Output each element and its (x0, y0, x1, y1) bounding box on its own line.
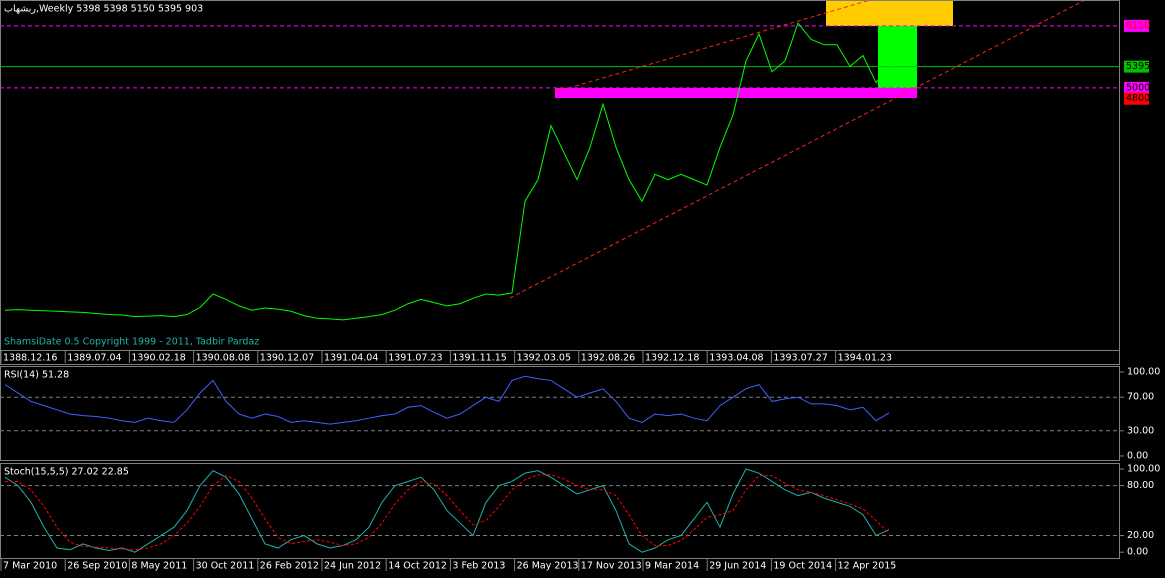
y-tick-label: 100.00 (1127, 463, 1160, 474)
date-label: 8 May 2011 (131, 561, 187, 572)
date-label: 24 Jun 2012 (324, 561, 381, 572)
date-label: 1392.08.26 (581, 353, 635, 364)
date-label: 12 Apr 2015 (838, 561, 897, 572)
date-label: 19 Oct 2014 (773, 561, 832, 572)
level-label-bg (1124, 60, 1149, 73)
date-label: 26 Feb 2012 (260, 561, 319, 572)
stoch-frame (0, 463, 1120, 559)
rsi-title: RSI(14) 51.28 (4, 370, 69, 381)
date-label: 1394.01.23 (838, 353, 892, 364)
date-label: 1391.11.15 (452, 353, 506, 364)
level-label-bg (1124, 92, 1149, 105)
level-label-bg (1124, 19, 1149, 32)
level-label-bg (1124, 81, 1149, 94)
date-label: 29 Jun 2014 (709, 561, 766, 572)
y-tick-label: 0.00 (1127, 450, 1148, 461)
date-label: 1390.08.08 (196, 353, 250, 364)
date-label: 14 Oct 2012 (388, 561, 447, 572)
date-label: 1393.07.27 (773, 353, 827, 364)
y-tick-label: 80.00 (1127, 480, 1154, 491)
y-tick-label: 70.00 (1127, 392, 1154, 403)
date-label: 26 Sep 2010 (67, 561, 127, 572)
level-label: 4800 (1126, 93, 1150, 104)
y-tick-label: 20.00 (1127, 530, 1154, 541)
y-tick-label: 0.00 (1127, 547, 1148, 558)
series-line (4, 375, 890, 425)
level-label: 5000 (1126, 82, 1150, 93)
level-label: 6150 (1126, 20, 1150, 31)
trendline-lower (509, 0, 1086, 299)
stoch-title: Stoch(15,5,5) 27.02 22.85 (4, 467, 129, 478)
rsi-frame (0, 366, 1120, 461)
date-label: 1389.07.04 (67, 353, 121, 364)
date-label: 1388.12.16 (3, 353, 57, 364)
y-tick-label: 30.00 (1127, 425, 1154, 436)
series-line (4, 468, 890, 553)
date-label: 1390.12.07 (260, 353, 314, 364)
zone-magenta (555, 88, 917, 98)
main-frame (0, 0, 1120, 365)
level-label: 5395 (1126, 61, 1150, 72)
date-label: 17 Nov 2013 (581, 561, 642, 572)
date-label: 1390.02.18 (131, 353, 185, 364)
zone-yellow (826, 0, 953, 26)
date-label: 9 Mar 2014 (645, 561, 699, 572)
main-title: ربشهاب,Weekly 5398 5398 5150 5395 903 (4, 4, 203, 15)
zone-green (878, 26, 917, 88)
date-label: 30 Oct 2011 (196, 561, 255, 572)
y-tick-label: 100.00 (1127, 367, 1160, 378)
date-label: 1393.04.08 (709, 353, 763, 364)
date-label: 7 Mar 2010 (3, 561, 57, 572)
date-label: 26 May 2013 (517, 561, 579, 572)
date-label: 1391.07.23 (388, 353, 442, 364)
date-label: 3 Feb 2013 (452, 561, 505, 572)
series-line (4, 22, 890, 321)
annotation: ShamsiDate 0.5 Copyright 1999 - 2011, Ta… (4, 337, 259, 348)
series-line (5, 474, 890, 551)
trendline-upper (554, 0, 871, 93)
date-label: 1392.12.18 (645, 353, 699, 364)
date-label: 1392.03.05 (517, 353, 571, 364)
date-label: 1391.04.04 (324, 353, 378, 364)
